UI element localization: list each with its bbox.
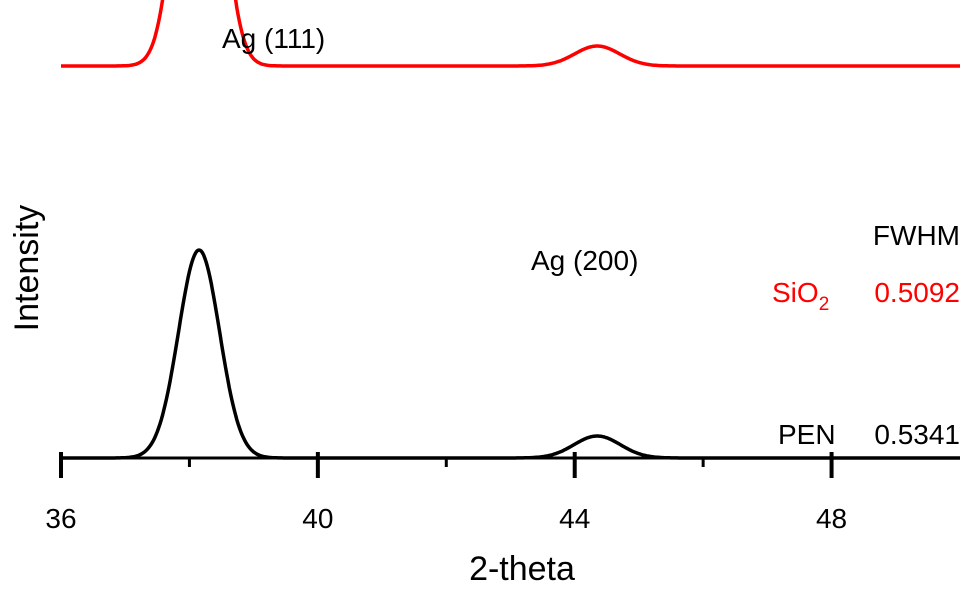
legend-pen-fwhm: 0.5341 xyxy=(874,419,960,450)
legend-pen-name: PEN xyxy=(778,419,836,450)
y-axis-label: Intensity xyxy=(8,205,46,332)
legend-sio2-subscript: 2 xyxy=(819,294,830,315)
legend-entry-sio2: SiO2 0.5092 xyxy=(772,277,960,315)
x-axis-label: 2-theta xyxy=(469,550,575,588)
sio2-curve xyxy=(60,0,961,68)
series-curves xyxy=(60,0,961,460)
x-tick-label: 48 xyxy=(816,503,847,534)
x-tick-label: 44 xyxy=(559,503,590,534)
annotation-ag-200: Ag (200) xyxy=(531,245,638,276)
legend-sio2-name: SiO2 xyxy=(772,277,829,315)
legend-sio2-name-base: SiO xyxy=(772,277,819,308)
x-axis xyxy=(59,452,960,478)
annotation-ag-111: Ag (111) xyxy=(222,23,325,54)
x-tick-labels: 36 40 44 48 xyxy=(45,503,847,534)
x-tick-label: 40 xyxy=(302,503,333,534)
x-tick-label: 36 xyxy=(45,503,76,534)
legend-header-fwhm: FWHM xyxy=(873,220,960,251)
legend-sio2-fwhm: 0.5092 xyxy=(874,277,960,308)
legend-entry-pen: PEN 0.5341 xyxy=(778,419,960,450)
